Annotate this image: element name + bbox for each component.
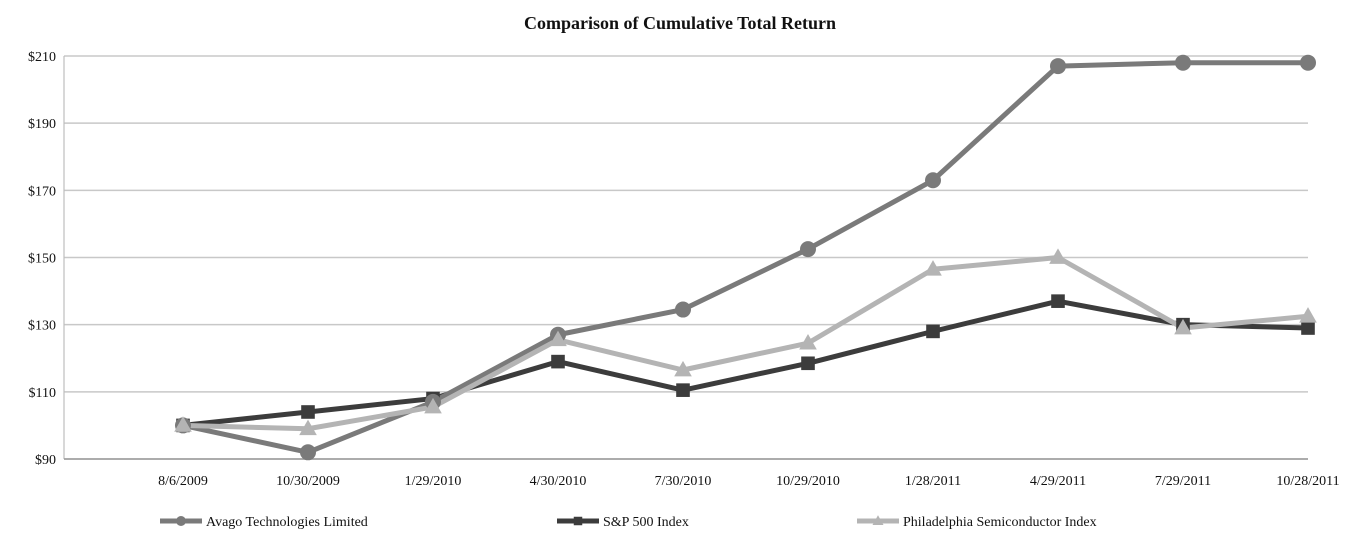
x-tick-label: 10/28/2011 [1276, 474, 1339, 489]
data-point [176, 516, 186, 526]
data-point [1174, 318, 1192, 335]
y-tick-label: $130 [28, 319, 56, 334]
x-tick-label: 4/29/2011 [1030, 474, 1086, 489]
data-point [1051, 294, 1065, 308]
legend-item: S&P 500 Index [557, 515, 689, 530]
chart-title: Comparison of Cumulative Total Return [524, 13, 836, 33]
legend-label: Philadelphia Semiconductor Index [903, 515, 1097, 530]
x-tick-label: 1/28/2011 [905, 474, 961, 489]
y-tick-label: $210 [28, 50, 56, 65]
data-point [801, 356, 815, 371]
x-tick-label: 4/30/2010 [530, 474, 587, 489]
data-point [300, 444, 316, 461]
data-point [925, 172, 941, 189]
x-tick-label: 10/30/2009 [276, 474, 340, 489]
data-point [174, 416, 192, 432]
legend-item: Philadelphia Semiconductor Index [857, 515, 1097, 530]
data-point [573, 516, 583, 526]
y-axis: $90 $110 $130 $150 $170 $190 $210 [28, 50, 65, 468]
x-tick-label: 7/30/2010 [655, 474, 712, 489]
data-point [926, 324, 940, 339]
data-point [1300, 54, 1316, 71]
legend-label: S&P 500 Index [603, 515, 689, 530]
legend-label: Avago Technologies Limited [206, 515, 368, 530]
data-point [1050, 58, 1066, 75]
data-point [676, 383, 690, 397]
data-point [1175, 54, 1191, 71]
y-tick-label: $170 [28, 184, 56, 199]
data-point [675, 301, 691, 318]
y-tick-label: $90 [35, 453, 56, 468]
data-point [299, 419, 317, 436]
x-tick-label: 7/29/2011 [1155, 474, 1211, 489]
series-line [180, 60, 1311, 455]
legend: Avago Technologies Limited S&P 500 Index P… [160, 515, 1097, 530]
x-tick-label: 8/6/2009 [158, 474, 208, 489]
series-markers [174, 248, 1317, 436]
data-point [1049, 248, 1067, 264]
data-point [301, 405, 315, 419]
series-group [180, 255, 1311, 432]
data-point [872, 515, 884, 525]
series-group [180, 298, 1311, 428]
series-line [180, 255, 1311, 432]
data-point [424, 397, 442, 414]
series-group [180, 60, 1311, 455]
y-tick-label: $110 [29, 386, 56, 401]
data-point [1301, 321, 1315, 335]
grid [64, 55, 1308, 460]
x-tick-label: 1/29/2010 [405, 474, 462, 489]
series [174, 54, 1317, 461]
data-point [551, 354, 565, 369]
data-point [799, 334, 817, 350]
y-tick-label: $150 [28, 252, 56, 267]
series-line [180, 298, 1311, 428]
data-point [800, 241, 816, 258]
x-axis: 8/6/2009 10/30/2009 1/29/2010 4/30/2010 7/30… [64, 458, 1340, 489]
legend-item: Avago Technologies Limited [160, 515, 368, 530]
y-tick-label: $190 [28, 117, 56, 132]
x-tick-label: 10/29/2010 [776, 474, 840, 489]
data-point [549, 330, 567, 347]
data-point [924, 260, 942, 276]
data-point [674, 360, 692, 377]
data-point [1299, 307, 1317, 323]
